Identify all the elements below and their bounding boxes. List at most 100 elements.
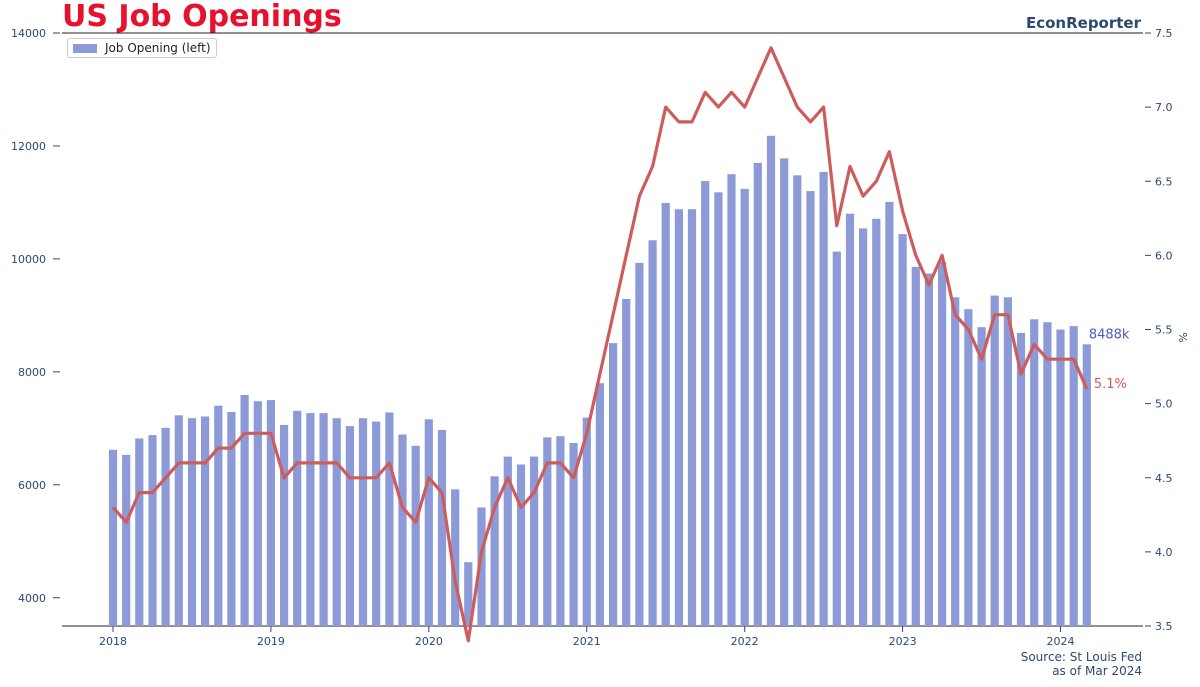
chart-title: US Job Openings (62, 0, 342, 34)
bar (727, 174, 736, 626)
bar (201, 416, 210, 626)
bar (977, 327, 986, 626)
bar (187, 418, 197, 626)
legend-swatch-bar (73, 43, 97, 53)
right-tick-label: 5.5 (1155, 324, 1173, 337)
bar (266, 400, 275, 626)
bar (964, 309, 973, 626)
chart-legend: Job Opening (left) (67, 38, 217, 58)
bar (148, 435, 157, 626)
bar (819, 171, 828, 626)
bar (214, 405, 223, 626)
x-tick-label: 2022 (731, 635, 759, 648)
bar (556, 436, 565, 626)
bar (345, 426, 354, 626)
bar (714, 192, 723, 627)
source-text: Source: St Louis Fed (1020, 650, 1142, 664)
bar (859, 228, 868, 626)
bar (938, 261, 947, 626)
bar (990, 295, 999, 626)
bar (451, 489, 460, 626)
bar (332, 418, 341, 626)
bar (1043, 322, 1052, 626)
bar (766, 135, 776, 627)
bar (306, 413, 315, 626)
bar (1030, 319, 1039, 626)
bar (885, 201, 894, 626)
brand-logo: EconReporter (1025, 14, 1141, 32)
as-of-text: as of Mar 2024 (1052, 664, 1142, 678)
bar (437, 430, 447, 626)
bar (319, 413, 328, 626)
bar (1082, 344, 1091, 626)
right-tick-label: 6.5 (1155, 175, 1173, 188)
left-tick-label: 10000 (11, 253, 46, 266)
bar (477, 507, 486, 626)
bar (898, 234, 907, 626)
bar (582, 417, 591, 626)
left-tick-label: 4000 (18, 592, 46, 605)
bar (1016, 332, 1026, 626)
tick-labels: 4000 6000 8000 10000 12000 14000 3.5 4.0 4.5 5.0 5… (11, 27, 1190, 648)
bar (845, 213, 855, 626)
bar (240, 395, 249, 626)
bar (543, 437, 552, 626)
bar (530, 456, 539, 626)
bar (609, 343, 618, 626)
x-tick-label: 2021 (573, 635, 601, 648)
bar (569, 443, 578, 626)
bar (424, 419, 433, 626)
bar (951, 297, 960, 626)
bar (135, 438, 144, 626)
bar (398, 434, 407, 626)
left-tick-label: 12000 (11, 140, 46, 153)
x-tick-label: 2024 (1047, 635, 1075, 648)
x-tick-label: 2019 (257, 635, 285, 648)
bar (490, 476, 499, 626)
bar (1069, 326, 1078, 626)
right-tick-label: 5.0 (1155, 398, 1173, 411)
bar (253, 401, 262, 626)
right-tick-label: 4.5 (1155, 472, 1173, 485)
bar (924, 273, 933, 626)
x-tick-label: 2018 (99, 635, 127, 648)
right-tick-label: 6.0 (1155, 249, 1173, 262)
right-tick-label: 7.0 (1155, 101, 1173, 114)
bar (780, 158, 789, 626)
x-tick-label: 2023 (889, 635, 917, 648)
bar (516, 464, 526, 626)
bar (122, 454, 131, 626)
bar (622, 299, 631, 626)
line-series (111, 46, 1089, 643)
bar (280, 424, 289, 626)
bar (358, 418, 368, 626)
bar (227, 412, 236, 626)
bar (793, 175, 802, 627)
left-tick-label: 14000 (11, 27, 46, 40)
line-series-path (111, 46, 1089, 643)
right-axis-label: % (1177, 332, 1190, 342)
left-tick-label: 8000 (18, 366, 46, 379)
bar (1003, 297, 1012, 626)
bar (661, 203, 670, 626)
bar (687, 209, 697, 626)
bar (1056, 329, 1065, 626)
line-end-label: 5.1% (1094, 377, 1127, 392)
bar (701, 181, 710, 626)
bar (464, 562, 473, 626)
bar (635, 262, 644, 626)
bar (806, 191, 815, 626)
bar (385, 412, 394, 626)
right-tick-label: 7.5 (1155, 27, 1173, 40)
bar (372, 421, 381, 626)
bar (648, 240, 657, 627)
bar (832, 251, 841, 626)
bar (161, 427, 170, 626)
x-tick-label: 2020 (415, 635, 443, 648)
bar (674, 209, 683, 626)
bar (911, 266, 920, 626)
right-tick-label: 4.0 (1155, 546, 1173, 559)
bar-end-label: 8488k (1089, 327, 1130, 342)
bar (108, 449, 118, 626)
right-tick-label: 3.5 (1155, 620, 1173, 633)
